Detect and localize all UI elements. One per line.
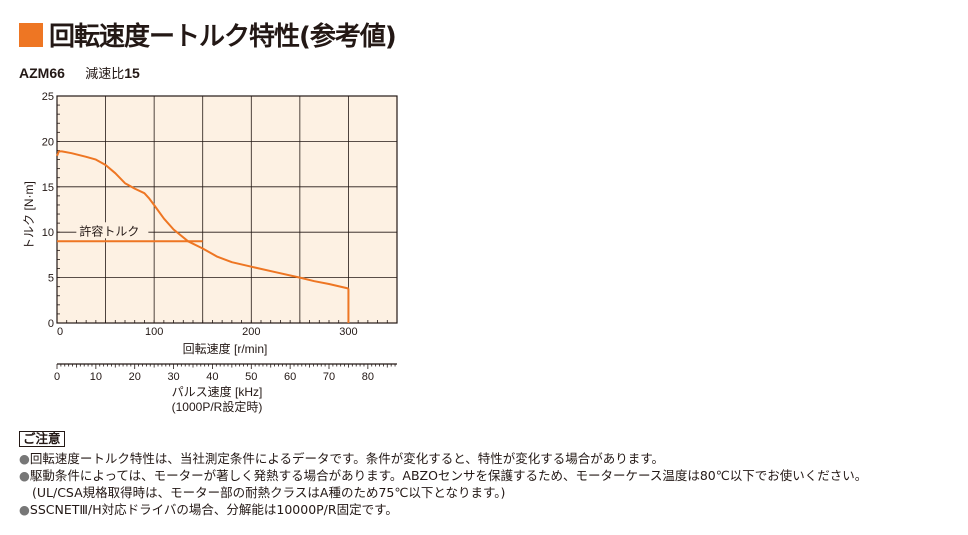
note-line-2: ●駆動条件によっては、モーターが著しく発熱する場合があります。ABZOセンサを保… (19, 468, 868, 483)
notes-section: ご注意 ●回転速度ートルク特性は、当社測定条件によるデータです。条件が変化すると… (19, 430, 867, 518)
pulse-tick-label: 20 (129, 371, 141, 383)
pulse-tick-label: 70 (323, 371, 335, 383)
ratio-label: 減速比 (85, 67, 125, 82)
pulse-tick-label: 0 (54, 371, 60, 383)
model-name: AZM66 (19, 65, 65, 81)
pulse-tick-label: 30 (167, 371, 179, 383)
y-tick-label: 25 (42, 91, 54, 103)
y-tick-label: 15 (42, 182, 54, 194)
title-text: 回転速度ートルク特性(参考値) (49, 22, 397, 52)
x-tick-label: 0 (57, 326, 63, 338)
torque-curve (56, 150, 349, 290)
x-tick-label: 100 (145, 326, 163, 338)
permissible-torque-label-bg (76, 222, 149, 239)
y-tick-label: 0 (48, 318, 54, 330)
permissible-torque-label: 許容トルク (79, 223, 139, 238)
y-tick-label: 5 (48, 273, 54, 285)
x-axis-label: 回転速度 [r/min] (183, 341, 268, 356)
pulse-axis-label: パルス速度 [kHz] (172, 384, 263, 399)
notes-heading: ご注意 (19, 431, 65, 447)
page-title: 回転速度ートルク特性(参考値) (19, 16, 397, 53)
y-tick-label: 20 (42, 136, 54, 148)
title-square-icon (19, 22, 43, 47)
plot-background (57, 96, 397, 323)
ratio-value: 15 (124, 65, 140, 81)
note-line-4: ●SSCNETⅢ/H対応ドライバの場合、分解能は10000P/R固定です。 (19, 502, 398, 517)
pulse-axis-sublabel: (1000P/R設定時) (172, 399, 263, 414)
pulse-tick-label: 80 (362, 371, 374, 383)
y-tick-label: 10 (42, 227, 54, 239)
x-tick-label: 200 (242, 326, 260, 338)
note-line-3: (UL/CSA規格取得時は、モーター部の耐熱クラスはA種のため75℃以下となりま… (32, 485, 506, 500)
pulse-tick-label: 40 (206, 371, 218, 383)
pulse-tick-label: 50 (245, 371, 257, 383)
note-line-1: ●回転速度ートルク特性は、当社測定条件によるデータです。条件が変化すると、特性が… (19, 451, 665, 466)
y-axis-label: トルク [N·m] (22, 181, 36, 250)
plot-frame (56, 95, 398, 324)
chart-subtitle: AZM66 減速比15 (19, 63, 140, 82)
pulse-tick-label: 60 (284, 371, 296, 383)
x-tick-label: 300 (339, 326, 357, 338)
pulse-tick-label: 10 (90, 371, 102, 383)
